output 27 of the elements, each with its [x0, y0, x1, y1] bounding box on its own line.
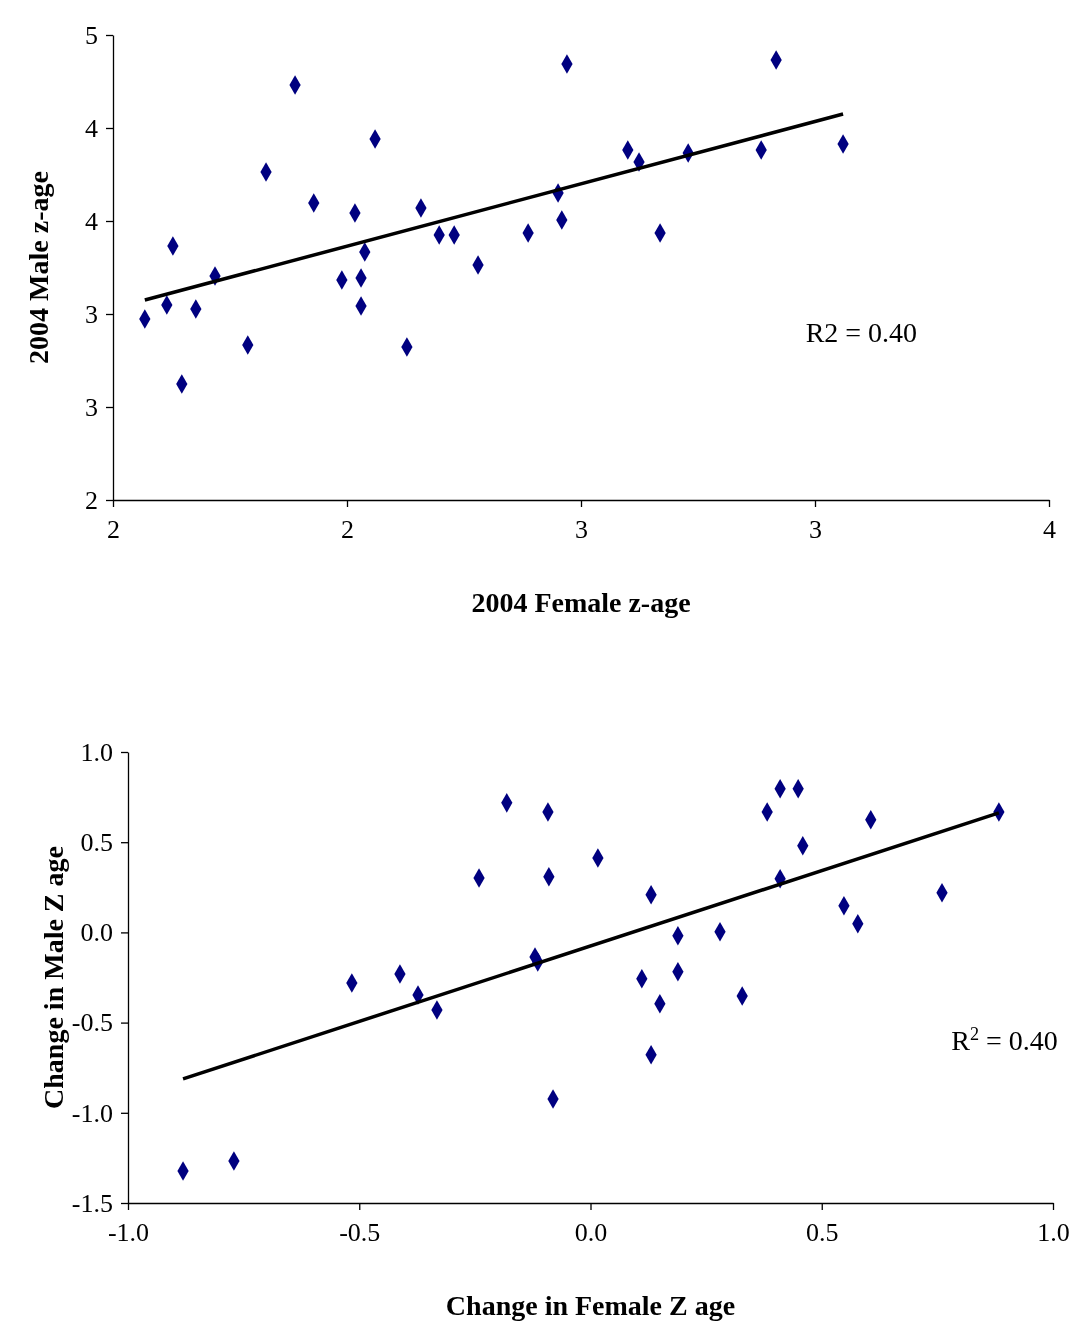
x-tick-label: 1.0: [1037, 1218, 1070, 1248]
y-axis-title: Change in Male Z age: [38, 846, 69, 1109]
y-tick-label: 0.5: [80, 828, 113, 858]
y-tick-label: 4: [85, 206, 98, 236]
y-tick-label: 1.0: [80, 737, 113, 767]
y-axis-title: 2004 Male z-age: [23, 171, 54, 364]
annotation: R2 = 0.40: [805, 316, 918, 348]
x-tick-label: -1.0: [107, 1218, 150, 1248]
y-tick-label: -1.0: [71, 1098, 113, 1128]
y-tick-label: 4: [85, 113, 98, 143]
y-tick-label: 3: [85, 392, 98, 422]
y-tick-label: 2: [85, 485, 98, 515]
x-tick-label: 3: [809, 515, 822, 545]
y-tick-label: 5: [85, 20, 98, 50]
x-tick-label: 2: [341, 515, 354, 545]
x-tick-label: -0.5: [339, 1218, 381, 1248]
x-tick-label: 0.5: [806, 1218, 839, 1248]
x-tick-label: 3: [575, 515, 588, 545]
y-tick-label: -1.5: [71, 1188, 113, 1218]
y-tick-label: 3: [85, 299, 98, 329]
y-tick-label: 0.0: [80, 918, 113, 948]
x-tick-label: 4: [1043, 515, 1056, 545]
y-tick-label: -0.5: [71, 1008, 113, 1038]
x-axis-title: 2004 Female z-age: [471, 587, 691, 618]
annotation: R$^{2}$ = 0.40: [951, 1023, 1058, 1056]
x-tick-label: 0.0: [574, 1218, 608, 1248]
x-axis-title: Change in Female Z age: [445, 1290, 736, 1321]
